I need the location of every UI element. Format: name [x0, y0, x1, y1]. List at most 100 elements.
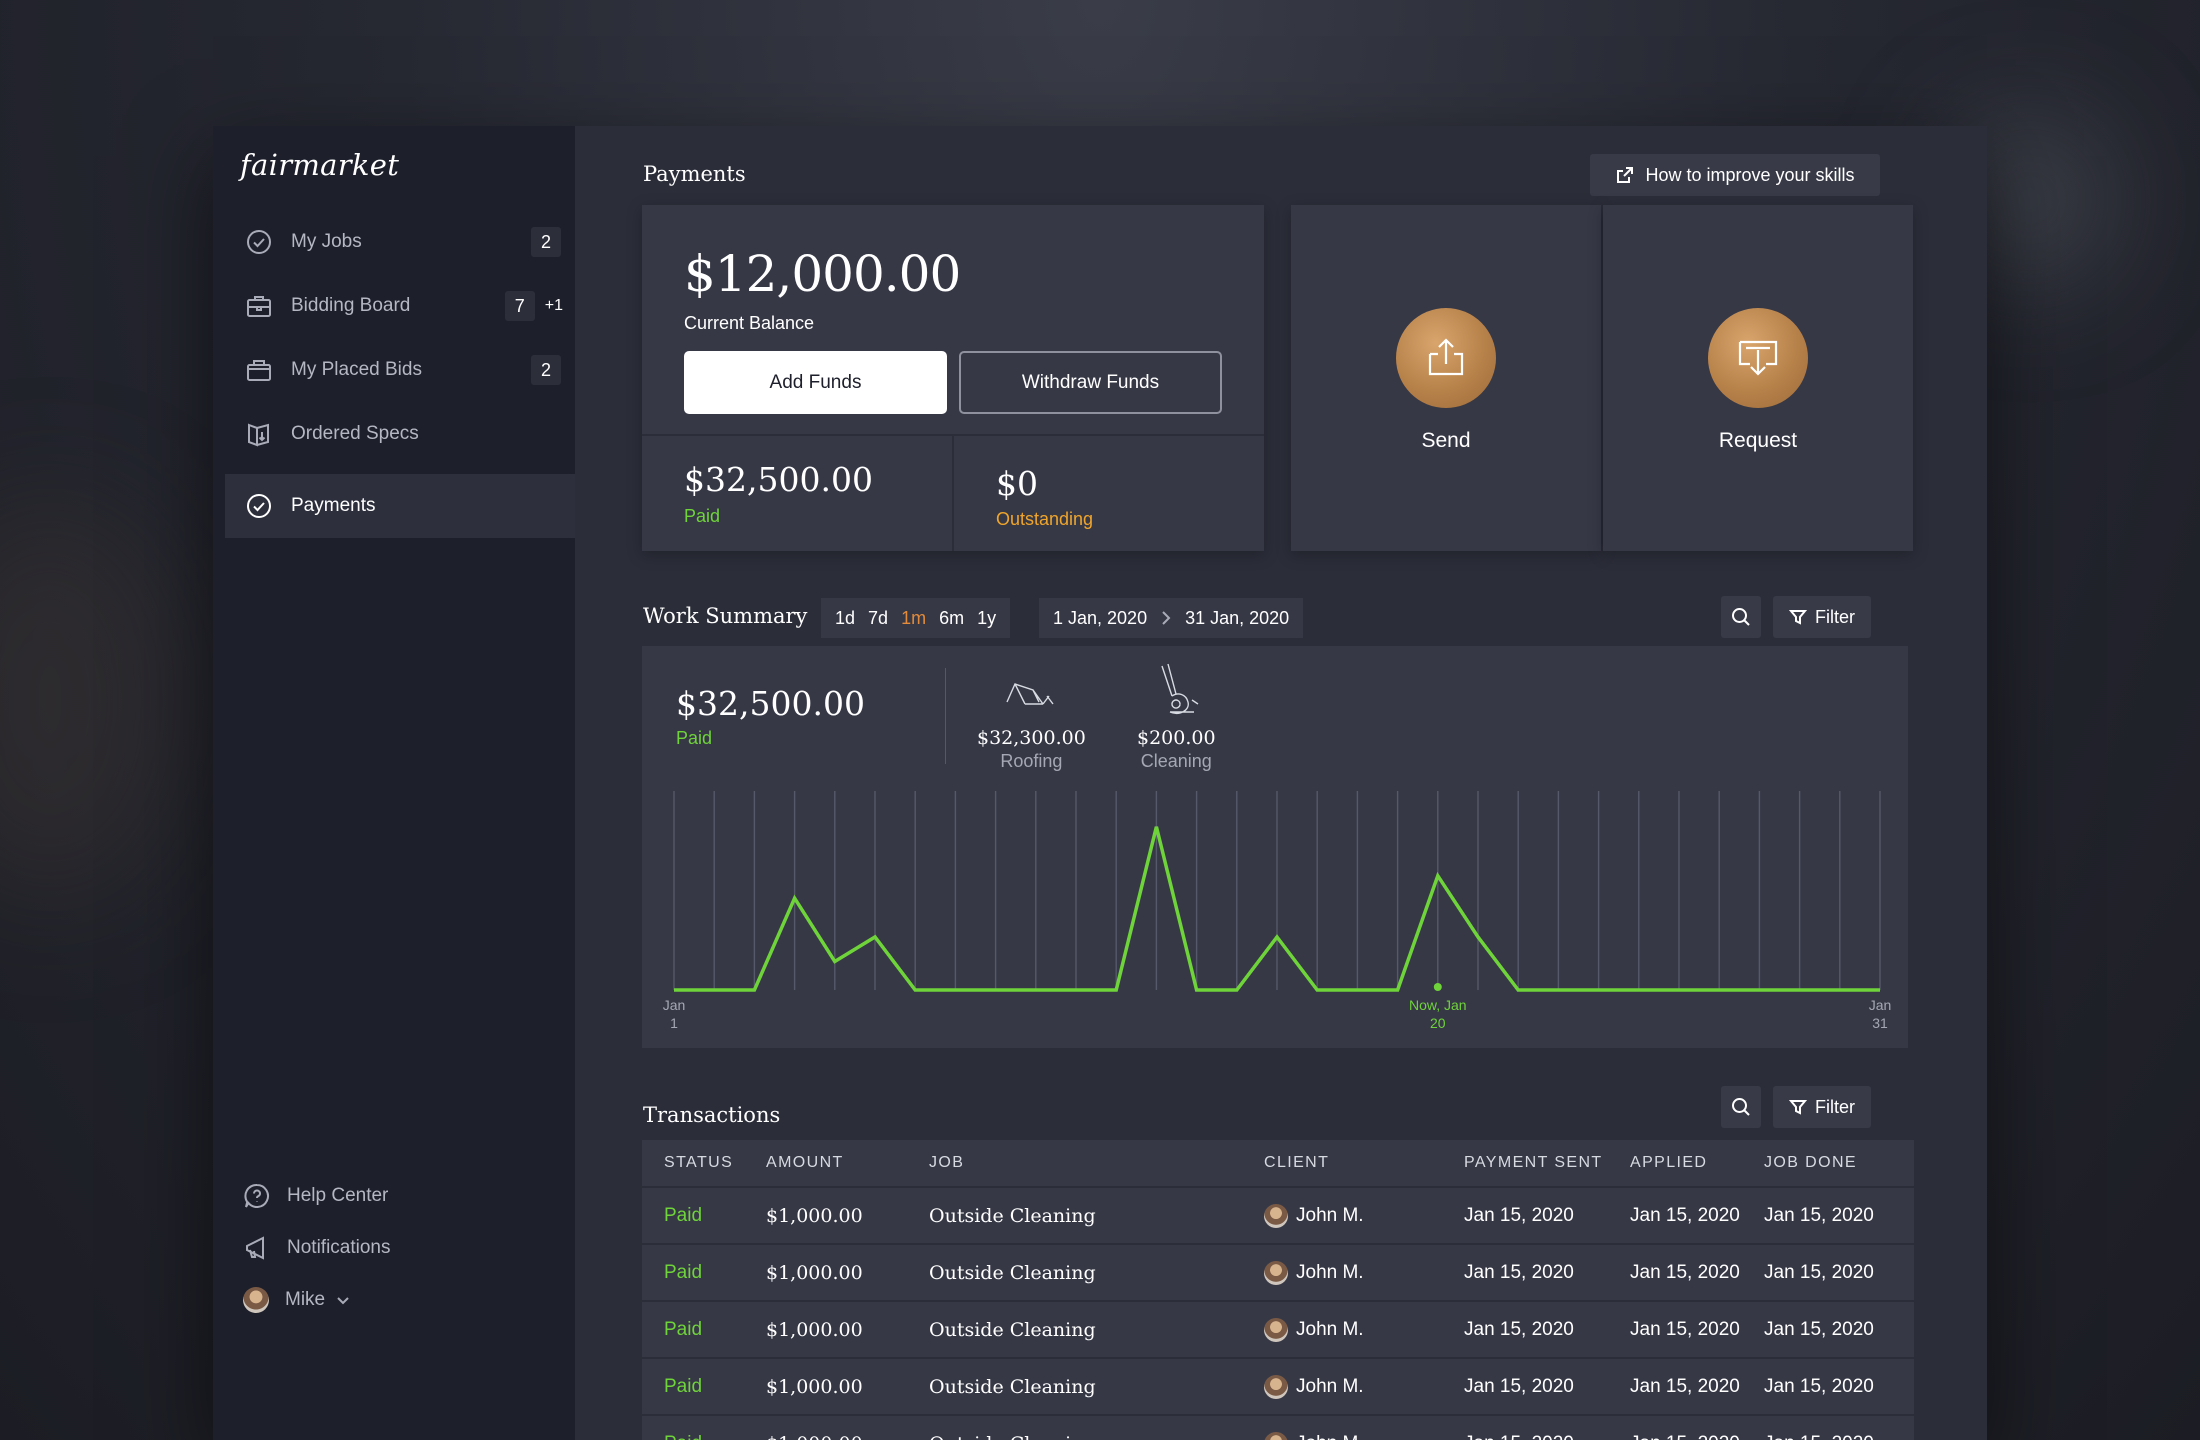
transactions-search-button[interactable] — [1721, 1086, 1761, 1128]
current-balance-amount: $12,000.00 — [684, 245, 961, 303]
help-center-link[interactable]: Help Center — [243, 1170, 543, 1222]
column-header[interactable]: STATUS — [664, 1154, 734, 1171]
x-tick-label: 1 — [670, 1015, 678, 1031]
status-cell: Paid — [664, 1375, 703, 1397]
main-content: Payments How to improve your skills $12,… — [575, 126, 1987, 1440]
table-header: STATUS AMOUNT JOB CLIENT PAYMENT SENT AP… — [642, 1140, 1914, 1186]
category-label: Roofing — [1000, 751, 1063, 771]
user-menu[interactable]: Mike — [243, 1274, 543, 1326]
transactions-table: STATUS AMOUNT JOB CLIENT PAYMENT SENT AP… — [642, 1140, 1914, 1440]
filter-icon — [1789, 1100, 1807, 1115]
request-icon-circle — [1708, 308, 1808, 408]
sidebar-item-my-placed-bids[interactable]: My Placed Bids 2 — [225, 338, 575, 402]
count-badge: 7 — [504, 291, 535, 321]
category-roofing[interactable]: $32,300.00 Roofing — [977, 672, 1086, 772]
sidebar: fairmarket My Jobs 2 Bidding Board 7 +1 … — [213, 126, 575, 1440]
client-name: John M. — [1296, 1318, 1364, 1340]
sidebar-item-ordered-specs[interactable]: Ordered Specs — [225, 402, 575, 466]
check-circle-icon — [244, 491, 274, 521]
payment-sent-cell: Jan 15, 2020 — [1464, 1261, 1574, 1283]
avatar — [1264, 1203, 1288, 1228]
column-header[interactable]: APPLIED — [1630, 1154, 1708, 1171]
sidebar-item-bidding-board[interactable]: Bidding Board 7 +1 — [225, 274, 575, 338]
megaphone-icon — [246, 1236, 264, 1260]
sidebar-item-my-jobs[interactable]: My Jobs 2 — [225, 210, 575, 274]
download-icon — [1738, 340, 1778, 376]
job-done-cell: Jan 15, 2020 — [1764, 1261, 1874, 1283]
brand-logo[interactable]: fairmarket — [240, 148, 400, 182]
improve-skills-label: How to improve your skills — [1645, 164, 1855, 185]
search-icon — [1732, 608, 1750, 626]
notifications-label: Notifications — [287, 1237, 391, 1258]
x-tick-label: 31 — [1872, 1015, 1888, 1031]
work-total-amount: $32,500.00 — [676, 684, 865, 723]
briefcase-icon — [244, 291, 274, 321]
column-header[interactable]: PAYMENT SENT — [1464, 1154, 1603, 1171]
book-download-icon — [244, 419, 274, 449]
range-7d[interactable]: 7d — [868, 607, 889, 628]
client-cell: John M. — [1264, 1260, 1464, 1285]
bag-icon — [244, 355, 274, 385]
work-total-label: Paid — [676, 728, 713, 748]
payments-heading: Payments — [643, 162, 746, 186]
withdraw-funds-button[interactable]: Withdraw Funds — [959, 351, 1222, 414]
notifications-link[interactable]: Notifications — [243, 1222, 543, 1274]
send-action[interactable]: Send — [1291, 205, 1601, 551]
amount-cell: $1,000.00 — [766, 1433, 929, 1440]
column-header[interactable]: JOB DONE — [1764, 1154, 1857, 1171]
payment-sent-cell: Jan 15, 2020 — [1464, 1433, 1630, 1440]
job-done-cell: Jan 15, 2020 — [1764, 1375, 1874, 1397]
date-range-picker[interactable]: 1 Jan, 2020 31 Jan, 2020 — [1039, 598, 1304, 638]
category-label: Cleaning — [1140, 751, 1212, 771]
client-cell: John M. — [1264, 1374, 1464, 1399]
transactions-filter-button[interactable]: Filter — [1773, 1086, 1871, 1128]
sidebar-item-payments[interactable]: Payments — [225, 474, 575, 538]
work-summary-search-button[interactable] — [1721, 596, 1761, 638]
client-name: John M. — [1296, 1375, 1364, 1397]
client-name: John M. — [1296, 1433, 1364, 1440]
column-header[interactable]: CLIENT — [1264, 1154, 1330, 1171]
check-circle-icon — [244, 227, 274, 257]
avatar — [1264, 1374, 1288, 1399]
range-1d[interactable]: 1d — [835, 607, 856, 628]
payment-sent-cell: Jan 15, 2020 — [1464, 1204, 1574, 1226]
count-badge: 2 — [531, 355, 561, 385]
request-action[interactable]: Request — [1603, 205, 1913, 551]
add-funds-button[interactable]: Add Funds — [684, 351, 947, 414]
job-cell: Outside Cleaning — [929, 1261, 1096, 1284]
applied-cell: Jan 15, 2020 — [1630, 1318, 1740, 1340]
column-header[interactable]: AMOUNT — [766, 1154, 844, 1171]
table-body: Paid $1,000.00 Outside Cleaning John M. Jan … — [642, 1186, 1914, 1440]
sidebar-item-label: My Jobs — [291, 231, 362, 252]
date-to: 31 Jan, 2020 — [1185, 607, 1290, 628]
range-6m[interactable]: 6m — [939, 607, 965, 628]
sidebar-item-label: Payments — [291, 495, 376, 516]
range-1y[interactable]: 1y — [977, 607, 997, 628]
category-cleaning[interactable]: $200.00 Cleaning — [1137, 662, 1216, 772]
background-blur — [0, 500, 180, 900]
work-summary-filter-button[interactable]: Filter — [1773, 596, 1871, 638]
status-cell: Paid — [664, 1261, 703, 1283]
job-cell: Outside Cleaning — [929, 1318, 1096, 1341]
work-summary-heading: Work Summary — [643, 604, 808, 628]
client-cell: John M. — [1264, 1203, 1464, 1228]
amount-cell: $1,000.00 — [766, 1204, 863, 1227]
applied-cell: Jan 15, 2020 — [1630, 1261, 1740, 1283]
improve-skills-link[interactable]: How to improve your skills — [1590, 154, 1880, 196]
job-done-cell: Jan 15, 2020 — [1764, 1433, 1914, 1440]
sidebar-item-label: Bidding Board — [291, 295, 411, 316]
external-link-icon — [1617, 167, 1634, 183]
divider — [945, 668, 946, 764]
filter-label: Filter — [1815, 1096, 1855, 1117]
column-header[interactable]: JOB — [929, 1154, 965, 1171]
chevron-right-icon — [1162, 611, 1171, 625]
x-tick-label: Now, Jan — [1409, 997, 1467, 1013]
x-tick-label: Jan — [663, 997, 686, 1013]
range-1m[interactable]: 1m — [901, 607, 927, 628]
x-tick-label: Jan — [1869, 997, 1892, 1013]
